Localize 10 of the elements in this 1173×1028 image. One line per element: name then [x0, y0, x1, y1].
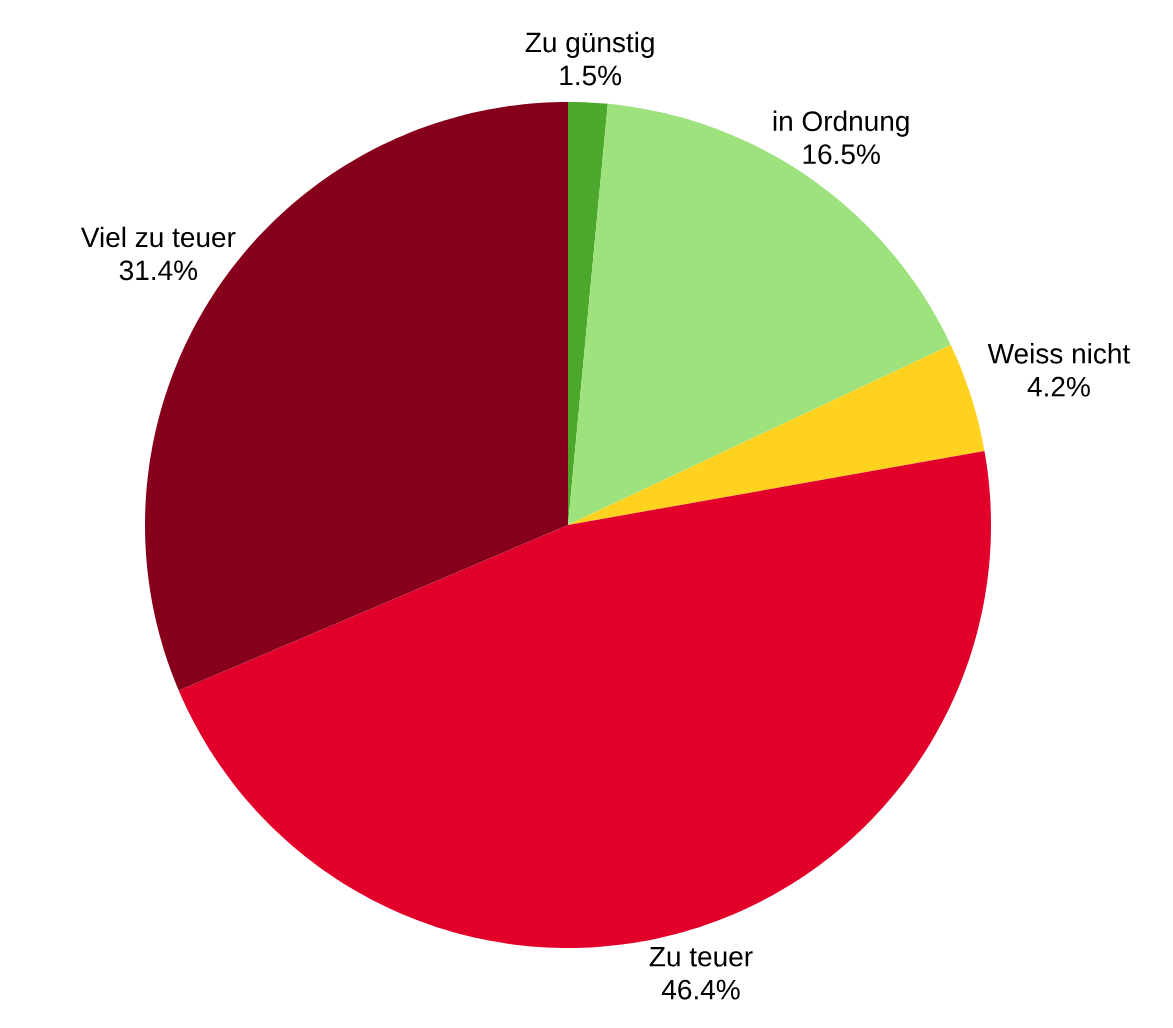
slice-label: in Ordnung: [773, 110, 909, 137]
data-label: 31.4%: [119, 260, 198, 281]
data-label: 16.5%: [803, 144, 880, 165]
slice-label: Zu teuer: [649, 947, 753, 967]
data-label: 4.2%: [1027, 376, 1090, 397]
slice-label: Viel zu teuer: [80, 226, 236, 248]
slice-label: Weiss nicht: [987, 343, 1131, 364]
slice-label: Zu günstig: [525, 31, 654, 58]
data-label: 1.5%: [560, 65, 622, 86]
data-label: 46.4%: [661, 979, 740, 1000]
